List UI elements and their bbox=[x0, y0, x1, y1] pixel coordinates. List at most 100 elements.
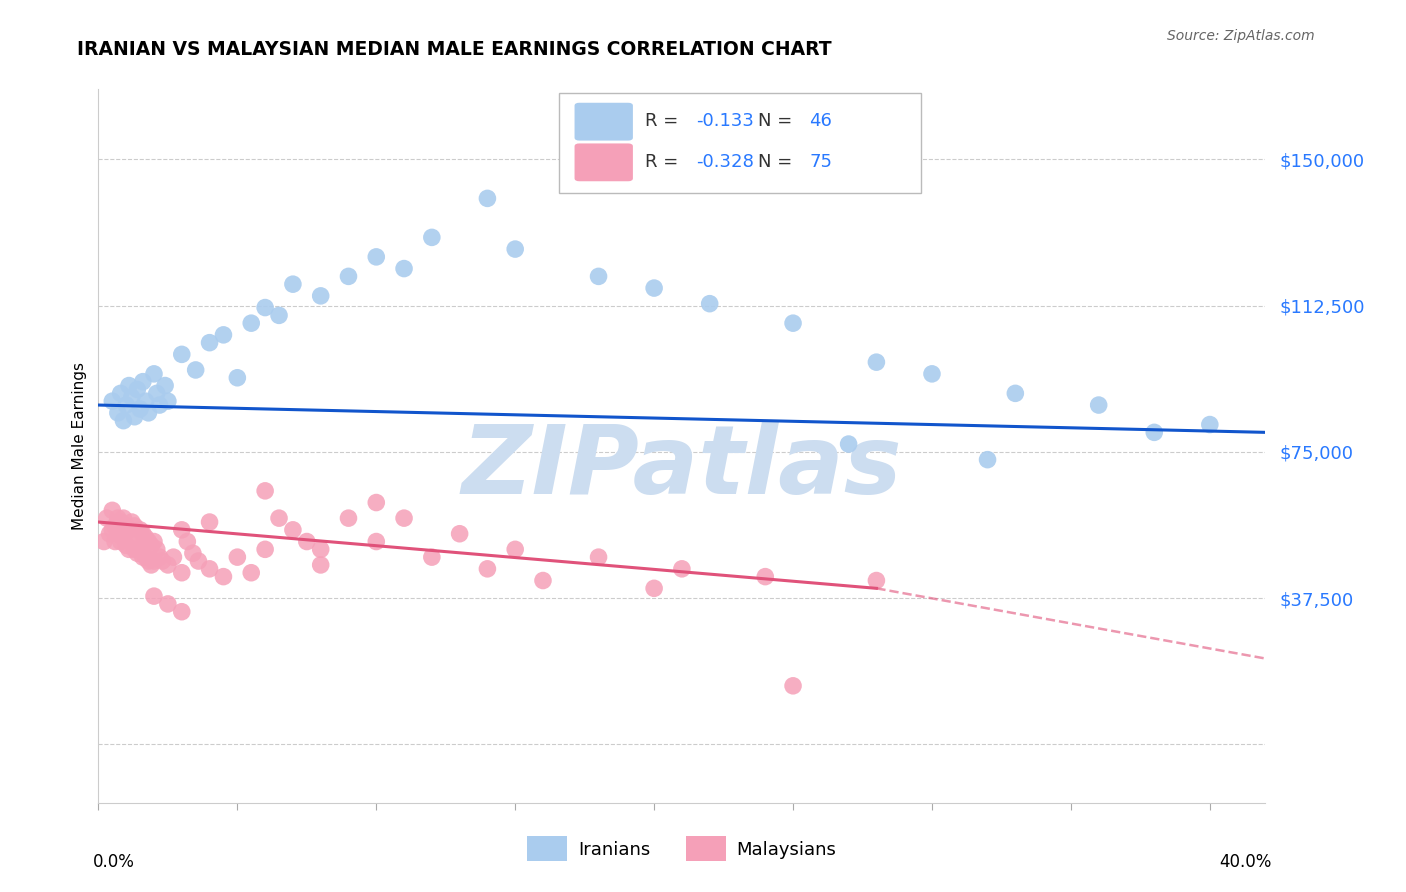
Point bbox=[588, 269, 610, 284]
Point bbox=[141, 558, 163, 572]
Point bbox=[170, 347, 193, 361]
Point bbox=[170, 566, 193, 580]
Point bbox=[141, 538, 163, 552]
Point bbox=[337, 511, 360, 525]
Text: -0.328: -0.328 bbox=[696, 153, 754, 171]
Point bbox=[148, 398, 170, 412]
Point bbox=[449, 526, 471, 541]
Point bbox=[198, 335, 221, 350]
FancyBboxPatch shape bbox=[560, 93, 921, 193]
Point bbox=[1143, 425, 1166, 440]
Point bbox=[143, 589, 166, 603]
Point bbox=[153, 378, 176, 392]
Point bbox=[420, 550, 443, 565]
Point bbox=[267, 309, 290, 323]
Text: R =: R = bbox=[644, 153, 683, 171]
Point bbox=[366, 495, 388, 509]
Point bbox=[143, 534, 166, 549]
Point bbox=[110, 386, 132, 401]
Point bbox=[588, 550, 610, 565]
Point bbox=[138, 406, 160, 420]
Point bbox=[107, 406, 129, 420]
Point bbox=[921, 367, 943, 381]
Point bbox=[104, 534, 127, 549]
Point bbox=[135, 531, 157, 545]
Point bbox=[254, 483, 277, 498]
Point bbox=[337, 269, 360, 284]
Point bbox=[121, 515, 143, 529]
Point bbox=[118, 523, 141, 537]
Point bbox=[295, 534, 318, 549]
Text: ZIPatlas: ZIPatlas bbox=[461, 421, 903, 514]
Point bbox=[115, 398, 138, 412]
Point bbox=[170, 523, 193, 537]
Point bbox=[132, 375, 155, 389]
Point bbox=[392, 511, 415, 525]
Point bbox=[187, 554, 209, 568]
Point bbox=[281, 523, 304, 537]
Point bbox=[101, 523, 124, 537]
Point bbox=[143, 554, 166, 568]
Point bbox=[132, 526, 155, 541]
Point bbox=[118, 542, 141, 557]
Point bbox=[782, 316, 804, 330]
Point bbox=[135, 394, 157, 409]
Point bbox=[420, 230, 443, 244]
Point bbox=[176, 534, 198, 549]
Point bbox=[107, 526, 129, 541]
Text: R =: R = bbox=[644, 112, 683, 130]
Point bbox=[112, 414, 135, 428]
Point bbox=[156, 597, 179, 611]
Text: 46: 46 bbox=[808, 112, 832, 130]
Text: N =: N = bbox=[758, 153, 797, 171]
Point bbox=[309, 289, 332, 303]
Point bbox=[477, 562, 499, 576]
Legend: Iranians, Malaysians: Iranians, Malaysians bbox=[520, 829, 844, 869]
Point bbox=[366, 250, 388, 264]
Point bbox=[240, 566, 263, 580]
Text: -0.133: -0.133 bbox=[696, 112, 754, 130]
Point bbox=[531, 574, 554, 588]
Point bbox=[118, 378, 141, 392]
Point bbox=[110, 534, 132, 549]
Text: Source: ZipAtlas.com: Source: ZipAtlas.com bbox=[1167, 29, 1315, 43]
Point bbox=[366, 534, 388, 549]
Point bbox=[226, 370, 249, 384]
Point bbox=[138, 554, 160, 568]
Y-axis label: Median Male Earnings: Median Male Earnings bbox=[72, 362, 87, 530]
Point bbox=[107, 511, 129, 525]
Point bbox=[124, 542, 146, 557]
Text: 75: 75 bbox=[808, 153, 832, 171]
Point bbox=[198, 515, 221, 529]
Point bbox=[115, 538, 138, 552]
Point bbox=[138, 534, 160, 549]
Point bbox=[156, 394, 179, 409]
Point bbox=[101, 503, 124, 517]
Point bbox=[129, 523, 152, 537]
Point bbox=[121, 390, 143, 404]
Point bbox=[240, 316, 263, 330]
Point bbox=[1087, 398, 1109, 412]
Point bbox=[170, 605, 193, 619]
Point bbox=[143, 367, 166, 381]
Point bbox=[503, 542, 526, 557]
Point bbox=[212, 569, 235, 583]
Point bbox=[112, 531, 135, 545]
Point bbox=[838, 437, 860, 451]
Point bbox=[150, 554, 173, 568]
Point bbox=[198, 562, 221, 576]
Point bbox=[146, 386, 169, 401]
Text: N =: N = bbox=[758, 112, 797, 130]
Point bbox=[1004, 386, 1026, 401]
Point bbox=[754, 569, 776, 583]
Text: 40.0%: 40.0% bbox=[1219, 853, 1271, 871]
Point bbox=[503, 242, 526, 256]
Point bbox=[115, 519, 138, 533]
Point bbox=[146, 542, 169, 557]
FancyBboxPatch shape bbox=[575, 144, 633, 181]
Point bbox=[184, 363, 207, 377]
Point bbox=[643, 281, 665, 295]
Point bbox=[110, 515, 132, 529]
Point bbox=[112, 511, 135, 525]
Point bbox=[101, 394, 124, 409]
